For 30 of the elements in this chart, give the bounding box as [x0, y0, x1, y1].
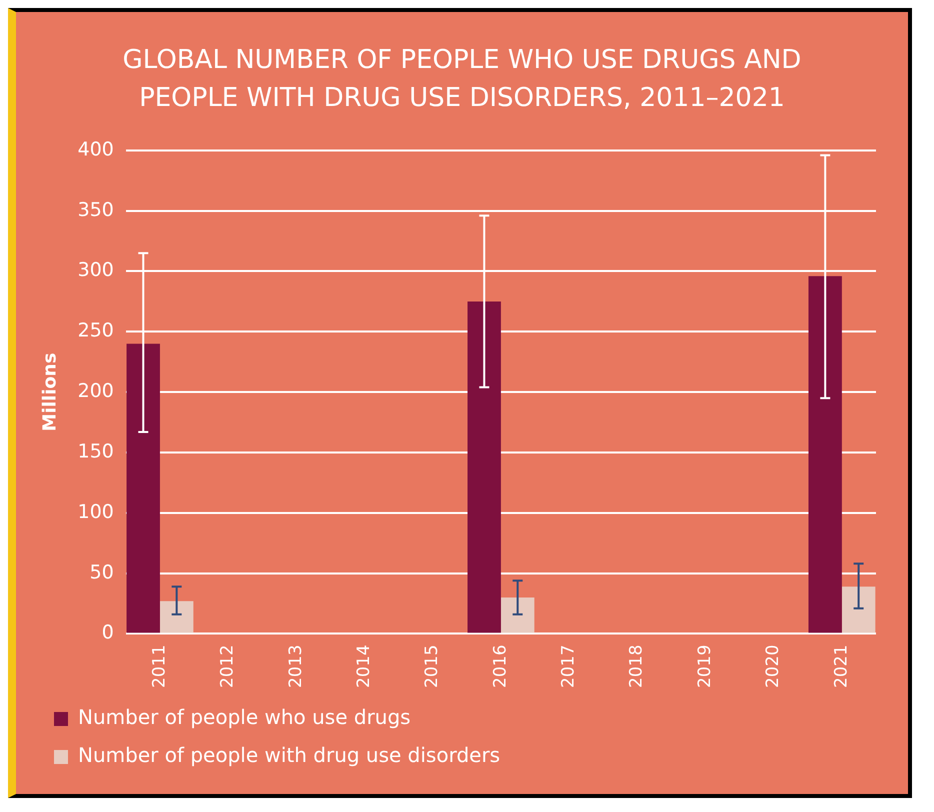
- y-tick-label: 250: [78, 320, 114, 342]
- x-tick-label: 2011: [149, 645, 170, 688]
- bar: [468, 302, 501, 634]
- bar: [842, 586, 876, 634]
- x-tick-label: 2012: [218, 645, 238, 688]
- x-tick-label: 2013: [286, 645, 306, 688]
- chart-title: GLOBAL NUMBER OF PEOPLE WHO USE DRUGS AND PEOPLE WITH DRUG USE DISORDERS, 2011–2021: [122, 44, 802, 115]
- y-tick-label: 300: [78, 260, 114, 282]
- x-tick-label: 2021: [831, 645, 852, 688]
- x-tick-label: 2020: [763, 645, 784, 688]
- bar: [126, 344, 160, 634]
- x-tick-label: 2014: [354, 645, 374, 688]
- y-axis-title: Millions: [39, 353, 60, 432]
- y-tick-label: 400: [78, 138, 114, 161]
- legend-label: Number of people who use drugs: [78, 706, 411, 730]
- y-tick-label: 200: [78, 380, 114, 402]
- x-tick-label: 2015: [422, 645, 442, 688]
- bar: [160, 601, 194, 634]
- x-tick-label: 2018: [626, 645, 647, 688]
- y-tick-label: 350: [78, 199, 114, 222]
- legend-label: Number of people with drug use disorders: [78, 744, 500, 768]
- y-tick-label: 100: [78, 501, 114, 524]
- y-tick-label: 0: [102, 622, 114, 644]
- x-tick-label: 2019: [694, 645, 715, 688]
- y-tick-label: 150: [78, 440, 114, 463]
- bar: [500, 598, 534, 634]
- bar: [808, 276, 842, 634]
- y-tick-label: 50: [90, 562, 114, 584]
- x-tick-label: 2016: [490, 645, 510, 688]
- x-tick-label: 2017: [558, 645, 579, 688]
